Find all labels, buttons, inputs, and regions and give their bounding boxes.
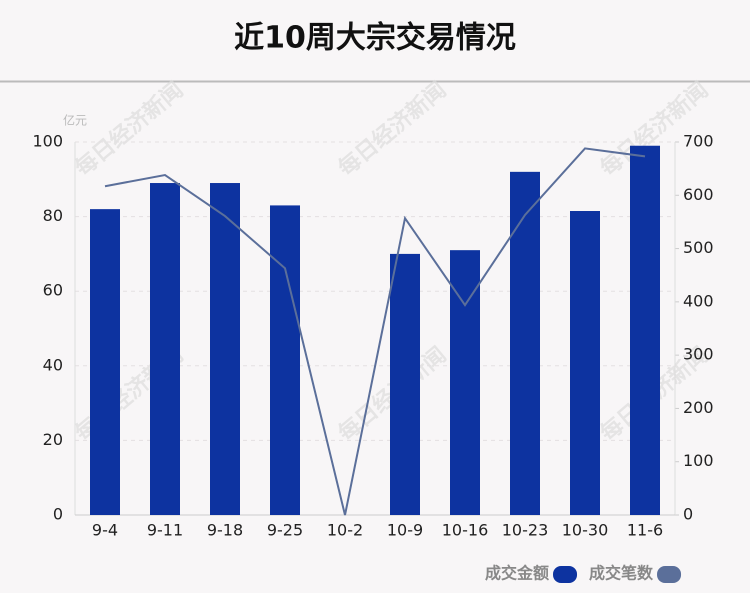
- y-unit: 亿元: [63, 113, 87, 128]
- legend-label: 成交笔数: [589, 564, 654, 583]
- x-tick-label: 10-2: [327, 521, 363, 540]
- x-tick-label: 10-23: [502, 521, 549, 540]
- bar: [510, 171, 540, 515]
- x-tick-label: 10-16: [442, 521, 489, 540]
- legend-swatch: [553, 566, 578, 583]
- x-tick-label: 11-6: [627, 521, 663, 540]
- y2-tick-label: 600: [683, 185, 714, 204]
- y2-tick-label: 500: [683, 238, 714, 257]
- bar: [570, 211, 600, 515]
- y2-tick-label: 300: [683, 345, 714, 364]
- bar: [90, 209, 120, 515]
- y-tick-label: 20: [43, 430, 63, 449]
- bar: [150, 183, 180, 515]
- x-tick-label: 9-18: [207, 521, 243, 540]
- bar: [270, 205, 300, 515]
- y2-tick-label: 200: [683, 398, 714, 417]
- legend-label: 成交金额: [485, 564, 549, 583]
- y-tick-label: 40: [43, 355, 63, 374]
- bar: [450, 250, 480, 516]
- line: [104, 147, 646, 516]
- y-tick-label: 80: [43, 206, 63, 225]
- y2-tick-label: 400: [683, 291, 714, 310]
- x-tick-label: 9-25: [267, 521, 303, 540]
- x-tick-label: 10-30: [562, 521, 609, 540]
- bar: [210, 183, 240, 515]
- y-tick-label: 0: [53, 505, 63, 524]
- bar: [630, 145, 660, 516]
- chart-title: 近10周大宗交易情况: [234, 21, 516, 56]
- x-tick-label: 10-9: [387, 521, 423, 540]
- x-tick-label: 9-4: [92, 521, 118, 540]
- y2-tick-label: 0: [683, 505, 693, 524]
- y2-tick-label: 100: [683, 451, 714, 470]
- legend-swatch: [657, 566, 682, 583]
- y-tick-label: 100: [32, 132, 63, 151]
- y2-tick-label: 700: [683, 132, 714, 151]
- bar: [390, 253, 420, 515]
- x-tick-label: 9-11: [147, 521, 183, 540]
- y-tick-label: 60: [43, 281, 63, 300]
